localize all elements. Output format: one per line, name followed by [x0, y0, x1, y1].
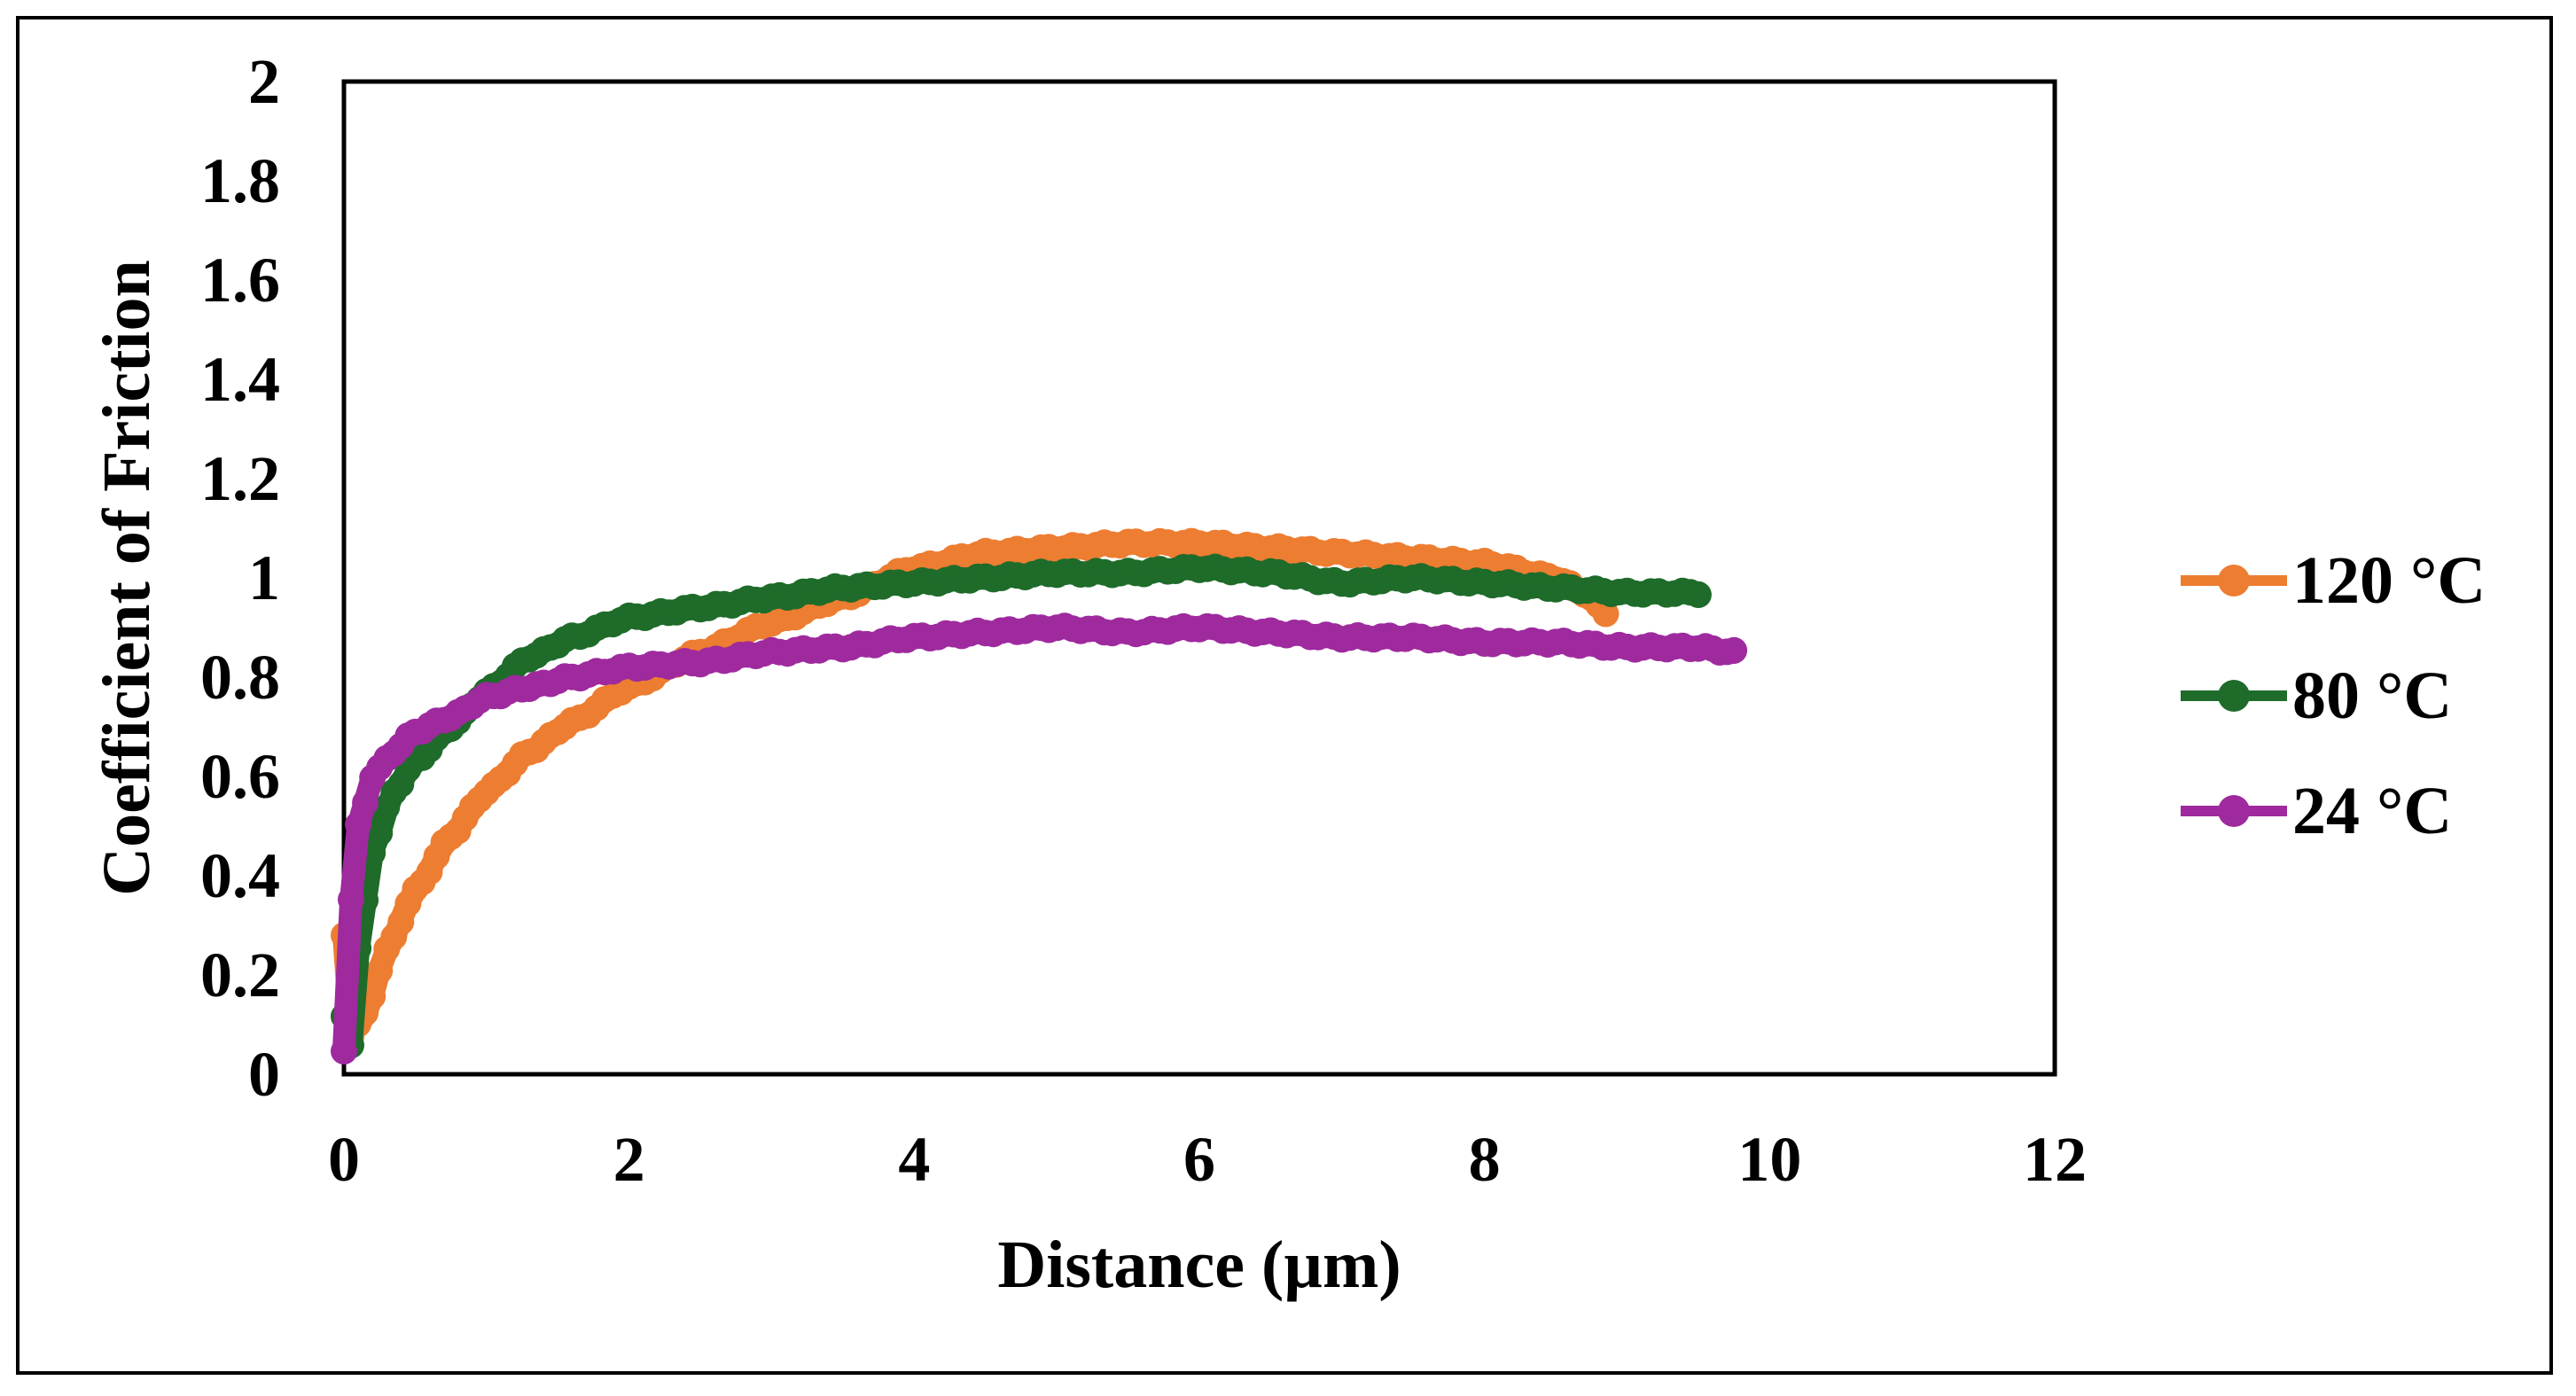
legend-swatch-marker — [2218, 565, 2250, 597]
x-tick-label: 4 — [898, 1124, 930, 1195]
legend-label: 120 °C — [2292, 543, 2486, 618]
data-point — [1721, 636, 1748, 664]
y-tick-label: 1 — [248, 542, 280, 613]
x-tick-label: 10 — [1737, 1124, 1801, 1195]
y-tick-label: 1.4 — [200, 344, 280, 415]
data-point — [1684, 581, 1712, 608]
y-tick-label: 1.8 — [200, 145, 280, 216]
legend-label: 80 °C — [2292, 659, 2452, 733]
y-tick-label: 0.2 — [200, 940, 280, 1010]
series-layer — [331, 527, 1748, 1065]
data-point — [331, 1038, 357, 1065]
y-tick-label: 0.6 — [200, 741, 280, 812]
data-point — [366, 957, 394, 985]
y-tick-label: 2 — [248, 46, 280, 117]
x-axis-title: Distance (µm) — [997, 1228, 1401, 1302]
x-tick-label: 8 — [1469, 1124, 1501, 1195]
legend-item: 120 °C — [2181, 543, 2486, 618]
x-tick-label: 12 — [2023, 1124, 2087, 1195]
data-point — [338, 885, 364, 913]
y-tick-label: 1.6 — [200, 245, 280, 316]
legend-swatch-marker — [2218, 795, 2250, 827]
legend: 120 °C 80 °C 24 °C — [2181, 543, 2486, 848]
data-point — [366, 819, 394, 846]
x-tick-label: 0 — [328, 1124, 360, 1195]
x-tick-label: 2 — [613, 1124, 645, 1195]
y-tick-label: 0 — [248, 1039, 280, 1110]
y-tick-label: 0.8 — [200, 642, 280, 713]
data-point — [345, 811, 372, 838]
series-1 — [331, 553, 1712, 1059]
legend-item: 80 °C — [2181, 659, 2452, 733]
x-tick-labels: 0 2 4 6 8 10 12 — [328, 1124, 2087, 1195]
data-point — [352, 789, 379, 816]
x-tick-label: 6 — [1183, 1124, 1215, 1195]
legend-swatch-marker — [2218, 680, 2250, 712]
series-2 — [331, 612, 1748, 1065]
y-tick-labels: 0 0.2 0.4 0.6 0.8 1 1.2 1.4 1.6 1.8 2 — [200, 46, 280, 1110]
y-axis-title: Coefficient of Friction — [90, 260, 164, 896]
y-tick-label: 0.4 — [200, 840, 280, 911]
legend-label: 24 °C — [2292, 774, 2452, 848]
data-point — [1592, 600, 1620, 628]
legend-item: 24 °C — [2181, 774, 2452, 848]
y-tick-label: 1.2 — [200, 443, 280, 514]
